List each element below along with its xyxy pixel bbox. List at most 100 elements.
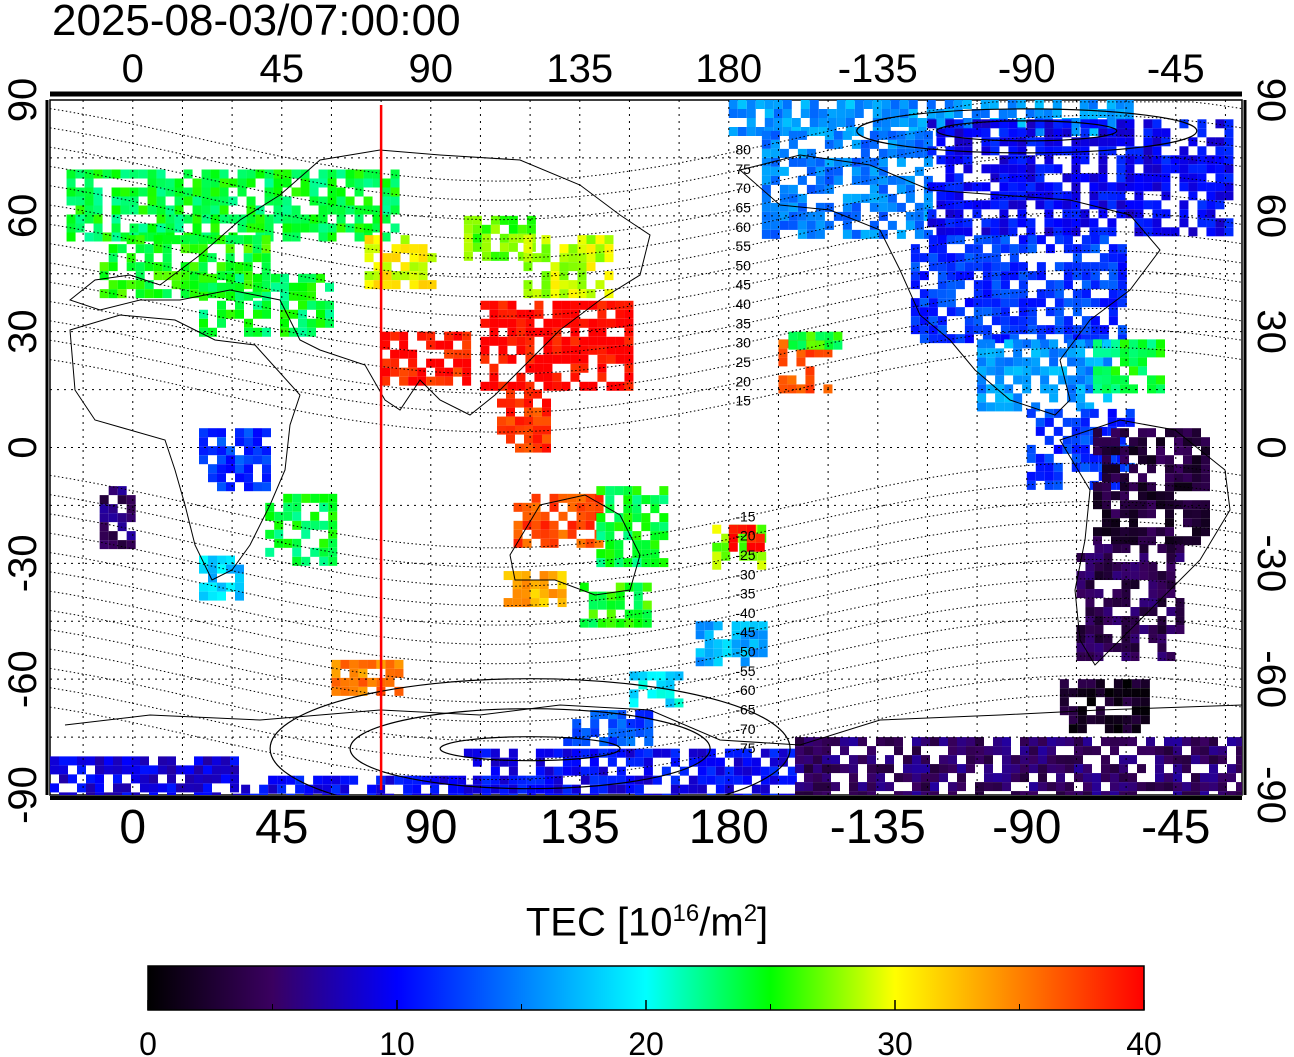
tec-cell xyxy=(1035,462,1045,472)
tec-cell xyxy=(1119,764,1128,774)
tec-cell xyxy=(291,187,301,197)
tec-cell xyxy=(273,214,283,224)
tec-cell xyxy=(1063,334,1073,344)
tec-cell xyxy=(498,318,508,328)
tec-cell xyxy=(935,109,945,118)
tec-cell xyxy=(531,493,541,503)
tec-cell xyxy=(95,783,104,793)
tec-cell xyxy=(1040,375,1050,385)
tec-cell xyxy=(1117,262,1127,272)
tec-cell xyxy=(869,139,879,149)
tec-cell xyxy=(507,327,517,337)
tec-cell xyxy=(1102,482,1111,492)
tec-cell xyxy=(910,325,920,335)
tec-cell xyxy=(1017,209,1027,219)
tec-cell xyxy=(1002,737,1011,747)
tec-cell xyxy=(219,187,229,197)
tec-cell xyxy=(1227,773,1236,783)
tec-cell xyxy=(135,235,145,245)
tec-cell xyxy=(981,164,991,174)
tec-cell xyxy=(1111,473,1120,483)
tec-cell xyxy=(219,214,229,224)
contour-label: 30 xyxy=(735,335,751,351)
tec-cell xyxy=(444,367,454,377)
tec-cell xyxy=(1047,755,1056,765)
tec-cell xyxy=(1076,580,1086,590)
tec-cell xyxy=(1148,571,1158,581)
tec-cell xyxy=(999,128,1009,138)
tec-cell xyxy=(1129,437,1138,447)
tec-cell xyxy=(1053,480,1063,490)
tec-cell xyxy=(1191,755,1200,765)
tec-cell xyxy=(804,764,813,774)
tec-cell xyxy=(481,793,491,795)
tec-cell xyxy=(1090,262,1100,272)
tec-cell xyxy=(1076,393,1086,403)
tec-cell xyxy=(1117,253,1127,263)
tec-cell xyxy=(1059,697,1069,707)
tec-cell xyxy=(243,253,253,263)
tec-cell xyxy=(937,280,947,290)
tec-cell xyxy=(946,334,956,344)
tec-cell xyxy=(262,482,271,492)
tec-cell xyxy=(641,513,651,523)
tec-cell xyxy=(318,214,328,224)
tec-cell xyxy=(1036,334,1046,344)
tec-cell xyxy=(1129,366,1138,376)
tec-cell xyxy=(255,214,265,224)
tec-cell xyxy=(185,783,194,793)
tec-cell xyxy=(935,118,945,127)
tec-cell xyxy=(806,331,816,341)
tec-cell xyxy=(331,784,341,794)
tec-cell xyxy=(928,307,938,317)
tec-cell xyxy=(301,493,311,503)
tec-cell xyxy=(695,630,705,640)
tec-cell xyxy=(598,784,608,794)
tec-cell xyxy=(1161,173,1171,183)
tec-cell xyxy=(695,657,705,667)
tec-cell xyxy=(381,331,391,341)
tec-cell xyxy=(1020,764,1029,774)
tec-cell xyxy=(167,783,176,793)
tec-cell xyxy=(1080,209,1090,219)
tec-cell xyxy=(1093,384,1102,394)
tec-cell xyxy=(1095,706,1105,716)
tec-cell xyxy=(761,184,771,194)
tec-cell xyxy=(534,327,544,337)
tec-cell xyxy=(982,253,992,263)
tec-cell xyxy=(506,425,515,435)
x-tick-label-bottom: 135 xyxy=(540,801,620,854)
tec-cell xyxy=(633,609,643,619)
tec-cell xyxy=(1074,773,1083,783)
tec-cell xyxy=(1020,737,1029,747)
tec-cell xyxy=(1224,227,1234,237)
tec-cell xyxy=(462,367,472,377)
tec-cell xyxy=(1053,146,1063,156)
tec-cell xyxy=(291,205,301,215)
tec-cell xyxy=(894,791,903,795)
tec-cell xyxy=(910,244,920,254)
tec-cell xyxy=(1108,280,1118,290)
tec-cell xyxy=(194,792,203,795)
tec-cell xyxy=(1026,119,1036,129)
tec-cell xyxy=(1058,375,1068,385)
tec-cell xyxy=(1188,191,1198,201)
tec-cell xyxy=(283,538,293,548)
tec-cell xyxy=(813,737,822,747)
tec-cell xyxy=(1157,571,1167,581)
tec-cell xyxy=(903,764,912,774)
tec-cell xyxy=(764,100,774,109)
tec-cell xyxy=(508,748,518,758)
tec-cell xyxy=(760,784,770,794)
tec-cell xyxy=(1130,571,1140,581)
tec-cell xyxy=(541,289,551,299)
tec-cell xyxy=(869,130,879,140)
tec-cell xyxy=(1035,453,1045,463)
tec-cell xyxy=(549,538,559,548)
tec-cell xyxy=(795,737,804,747)
tec-cell xyxy=(217,455,226,465)
tec-cell xyxy=(448,793,458,795)
tec-cell xyxy=(1054,325,1064,335)
tec-cell xyxy=(1206,209,1216,219)
tec-cell xyxy=(409,271,419,281)
